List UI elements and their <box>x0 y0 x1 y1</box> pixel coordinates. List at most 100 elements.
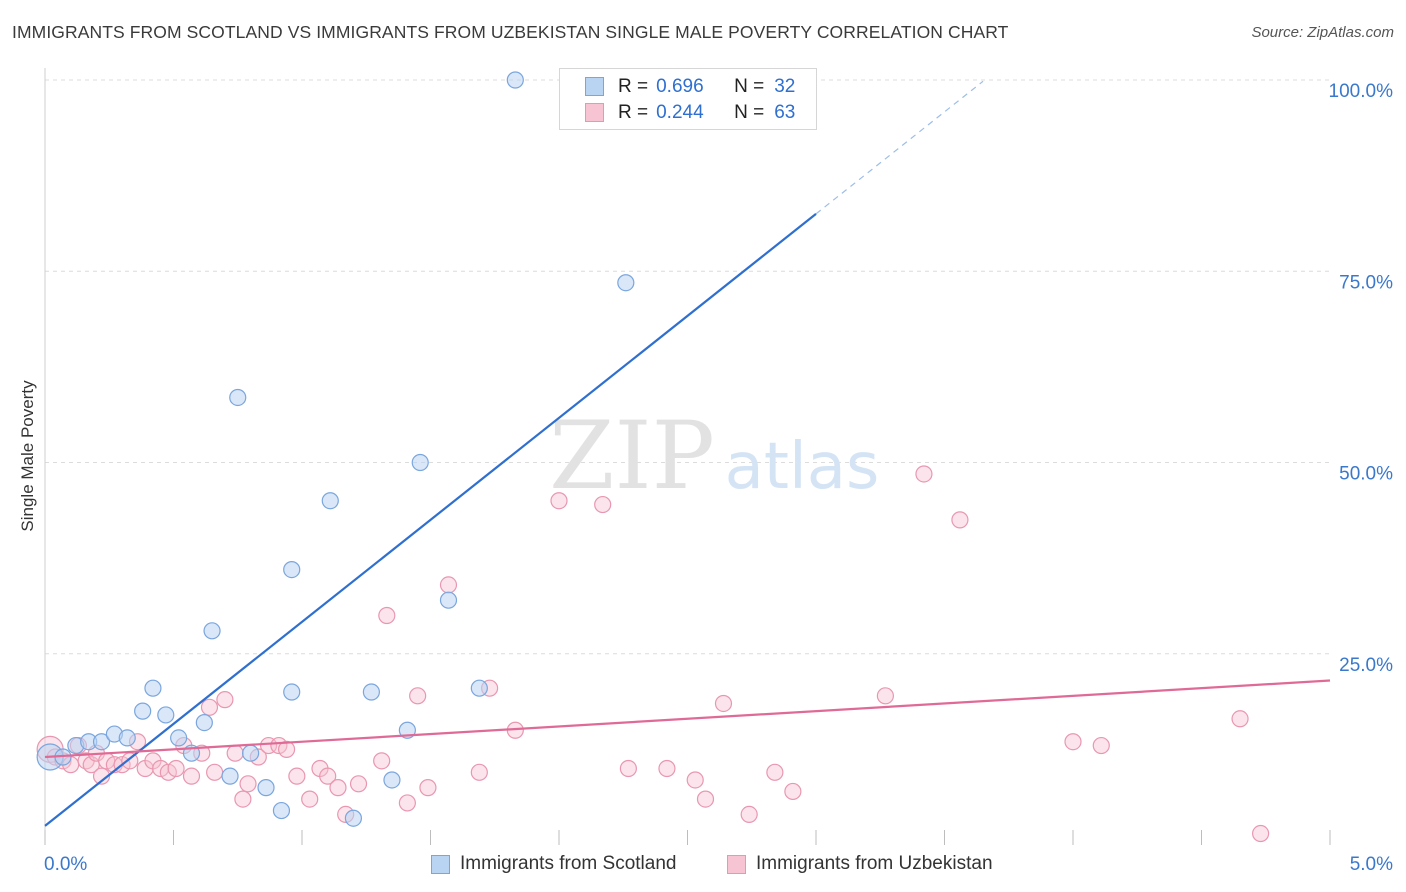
uzbekistan-point <box>951 511 969 529</box>
uzbekistan-point <box>876 687 894 705</box>
chart-title: IMMIGRANTS FROM SCOTLAND VS IMMIGRANTS F… <box>12 22 1009 42</box>
uzbekistan-point <box>439 576 458 594</box>
scotland-point <box>170 729 188 747</box>
uzbekistan-point <box>409 687 427 705</box>
scotland-swatch <box>585 77 604 96</box>
n-value: 32 <box>774 76 796 97</box>
scotland-trend-line <box>44 213 817 827</box>
grid-layer <box>45 79 1330 655</box>
uzbekistan-point <box>329 779 347 797</box>
scotland-point <box>439 591 458 609</box>
uzbekistan-point <box>270 736 288 755</box>
x-tick-label: 5.0% <box>1350 854 1393 875</box>
x-tick-label: 0.0% <box>44 854 87 875</box>
uzbekistan-legend-label: Immigrants from Uzbekistan <box>756 853 993 874</box>
scotland-trend-extension <box>815 80 984 215</box>
correlation-legend: R = 0.696 N = 32 R = 0.244 N = 63 <box>559 68 817 130</box>
uzbekistan-point <box>206 763 224 781</box>
uzbekistan-point <box>159 763 177 781</box>
uzbekistan-point <box>167 759 185 778</box>
scotland-point <box>118 729 136 747</box>
trend-lines <box>44 80 1331 827</box>
source-label: Source: ZipAtlas.com <box>1251 24 1394 41</box>
y-tick-label: 25.0% <box>1339 655 1393 676</box>
uzbekistan-point <box>349 775 368 793</box>
y-tick-label: 50.0% <box>1339 464 1393 485</box>
uzbekistan-point <box>288 767 306 785</box>
r-label: R = <box>618 76 649 97</box>
uzbekistan-point <box>419 779 437 797</box>
uzbekistan-point <box>182 767 201 785</box>
scotland-point <box>242 744 260 762</box>
axes-layer <box>44 68 1331 845</box>
watermark: ZIP atlas <box>549 402 879 511</box>
scotland-point <box>411 453 429 472</box>
uzbekistan-trend-line <box>44 679 1331 759</box>
scotland-point <box>157 706 175 724</box>
uzbekistan-point <box>766 763 784 781</box>
r-label: R = <box>618 102 649 123</box>
uzbekistan-point <box>1252 824 1270 843</box>
scotland-point <box>283 683 301 701</box>
scotland-point <box>283 560 301 579</box>
uzbekistan-point <box>740 805 758 824</box>
scotland-point <box>321 492 339 510</box>
y-tick-label: 100.0% <box>1329 81 1394 102</box>
scotland-point <box>257 779 275 797</box>
y-tick-label: 75.0% <box>1339 272 1393 293</box>
scotland-point <box>344 809 362 827</box>
scotland-point <box>134 702 152 720</box>
uzbekistan-point <box>1231 710 1249 728</box>
uzbekistan-point <box>470 763 488 781</box>
uzbekistan-point <box>226 744 244 762</box>
watermark-zip: ZIP <box>549 402 715 511</box>
uzbekistan-point <box>373 752 391 770</box>
scotland-point <box>470 679 488 697</box>
uzbekistan-point <box>92 767 111 785</box>
scotland-legend-label: Immigrants from Scotland <box>460 853 677 874</box>
uzbekistan-point <box>200 698 219 716</box>
uzbekistan-legend-swatch <box>727 854 746 874</box>
watermark-atlas: atlas <box>725 430 880 504</box>
scotland-point <box>617 274 635 292</box>
uzbekistan-point <box>216 691 234 709</box>
uzbekistan-point <box>1092 736 1110 755</box>
bottom-legend-uzbekistan: Immigrants from Uzbekistan <box>727 852 993 876</box>
uzbekistan-point <box>784 782 802 801</box>
scotland-point <box>506 71 524 89</box>
uzbekistan-point <box>915 465 933 483</box>
legend-row-scotland: R = 0.696 N = 32 <box>585 74 796 100</box>
legend-row-uzbekistan: R = 0.244 N = 63 <box>585 100 796 126</box>
uzbekistan-point <box>277 740 296 758</box>
uzbekistan-point <box>319 767 337 785</box>
scotland-legend-swatch <box>431 854 450 874</box>
uzbekistan-point <box>619 759 637 778</box>
uzbekistan-point <box>594 495 612 514</box>
uzbekistan-point <box>301 790 319 808</box>
uzbekistan-point <box>378 606 396 625</box>
uzbekistan-swatch <box>585 103 604 122</box>
uzbekistan-point <box>234 790 252 808</box>
bottom-legend-scotland: Immigrants from Scotland <box>431 852 676 876</box>
tick-labels: 25.0% 50.0% 75.0% 100.0% 0.0% 5.0% <box>44 81 1393 875</box>
uzbekistan-point <box>550 492 568 510</box>
scotland-point <box>195 713 213 732</box>
scotland-point <box>144 679 162 697</box>
scotland-point <box>383 771 401 789</box>
r-value: 0.244 <box>656 102 704 123</box>
scotland-point <box>92 733 111 751</box>
scotland-point <box>203 622 221 640</box>
n-value: 63 <box>774 102 796 123</box>
uzbekistan-point <box>1064 733 1082 751</box>
uzbekistan-point <box>398 794 416 812</box>
uzbekistan-point <box>658 759 676 778</box>
r-value: 0.696 <box>656 76 704 97</box>
uzbekistan-point <box>686 771 704 789</box>
scotland-point <box>221 767 239 785</box>
n-label: N = <box>734 76 765 97</box>
uzbekistan-point <box>696 790 715 808</box>
n-label: N = <box>734 102 765 123</box>
y-axis-label: Single Male Poverty <box>18 380 37 532</box>
uzbekistan-point <box>714 694 733 713</box>
